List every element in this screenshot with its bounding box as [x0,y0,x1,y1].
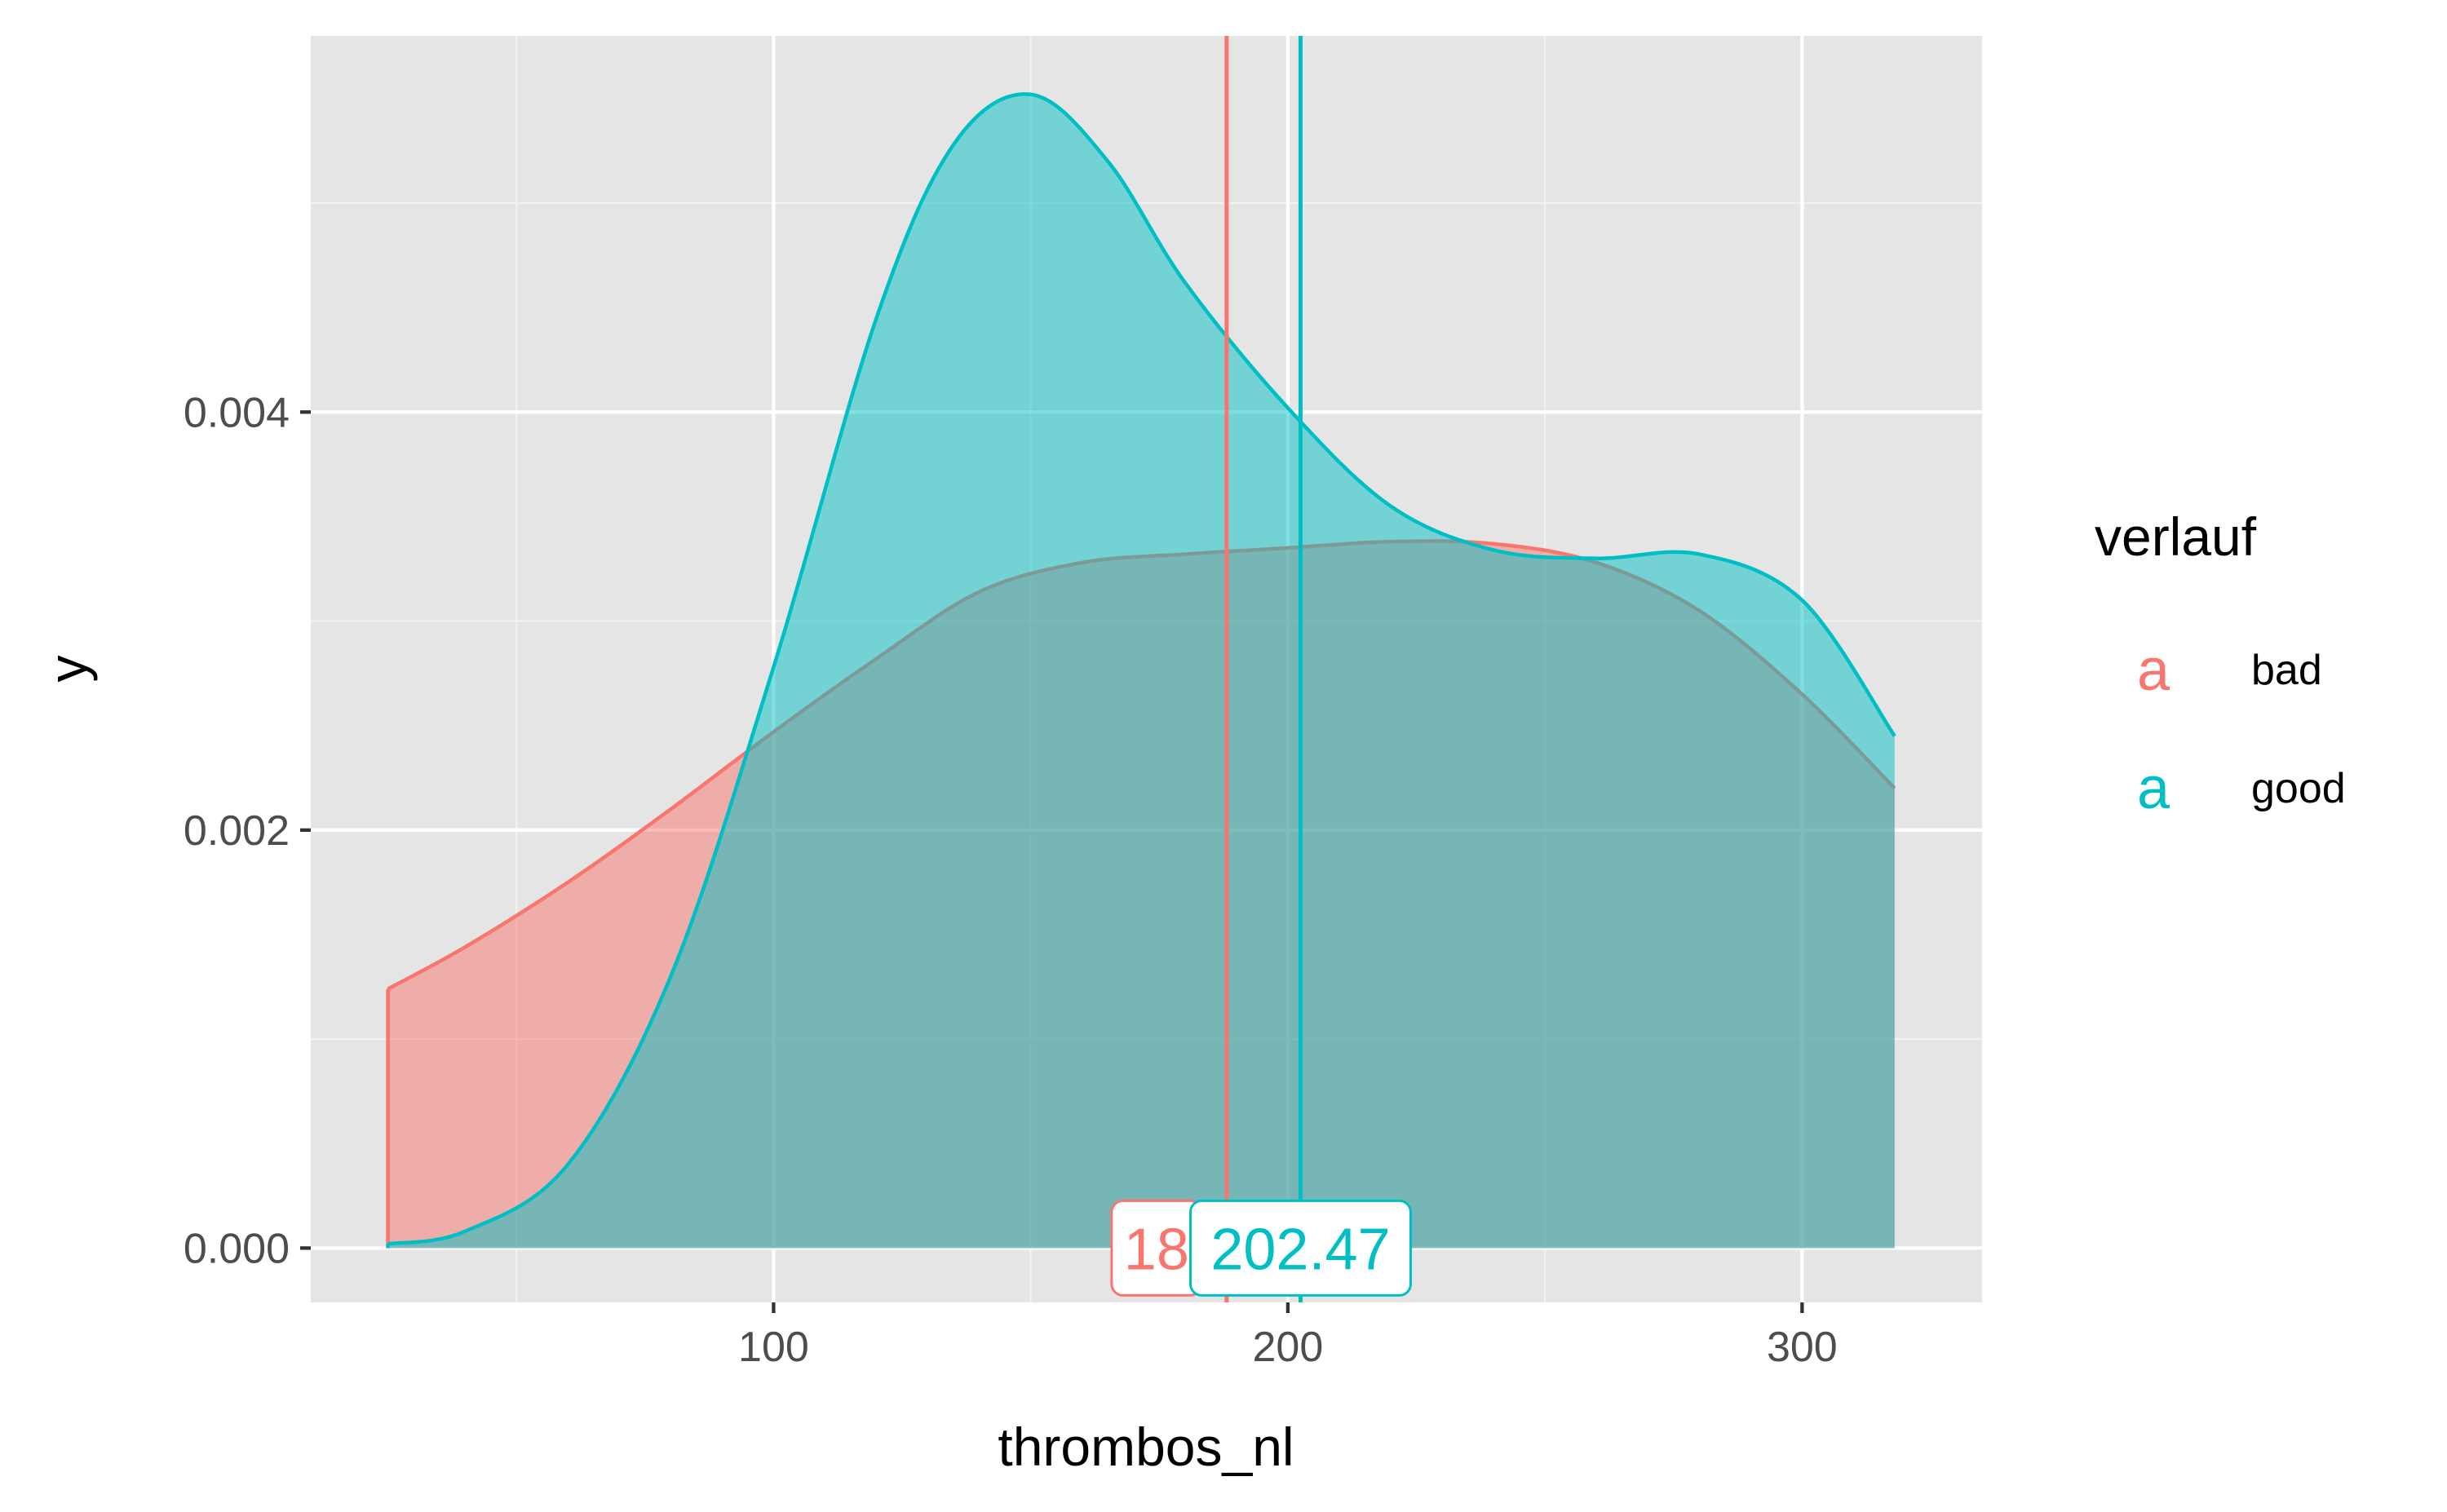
legend-key: a [2137,756,2170,821]
x-tick-label: 200 [1252,1324,1323,1371]
x-axis: 100 200 300 [738,1302,1838,1371]
mean-label-good: 202.47 [1188,1199,1412,1297]
y-tick-label: 0.004 [184,389,290,436]
mean-lines [1224,36,1303,1302]
mean-label-text: 18 [1124,1217,1189,1282]
legend-label: bad [2251,647,2322,694]
x-tick-label: 100 [738,1324,809,1371]
legend-item-good: a good [2137,756,2346,821]
legend-title: verlauf [2095,506,2257,567]
y-tick-label: 0.002 [184,807,290,855]
density-line-good [387,92,1896,1246]
legend-key: a [2137,638,2170,703]
mean-label-text: 202.47 [1210,1217,1390,1282]
x-tick-label: 300 [1767,1324,1838,1371]
x-axis-title: thrombos_nl [998,1417,1294,1477]
legend-label: good [2251,765,2346,812]
mean-label-box [1188,1199,1412,1297]
y-tick-label: 0.000 [184,1225,290,1272]
y-axis-title: y [38,656,98,683]
legend-item-bad: a bad [2137,638,2322,703]
legend: verlauf a bad a good [2095,506,2346,821]
legend-items: a bad a good [2137,638,2346,821]
y-axis: 0.000 0.002 0.004 [184,389,311,1272]
mean-label-bad: 18 [1110,1199,1203,1297]
mean-labels: 18 202.47 [1110,1199,1412,1297]
density-areas [386,92,1896,1249]
density-area-good [387,94,1895,1249]
